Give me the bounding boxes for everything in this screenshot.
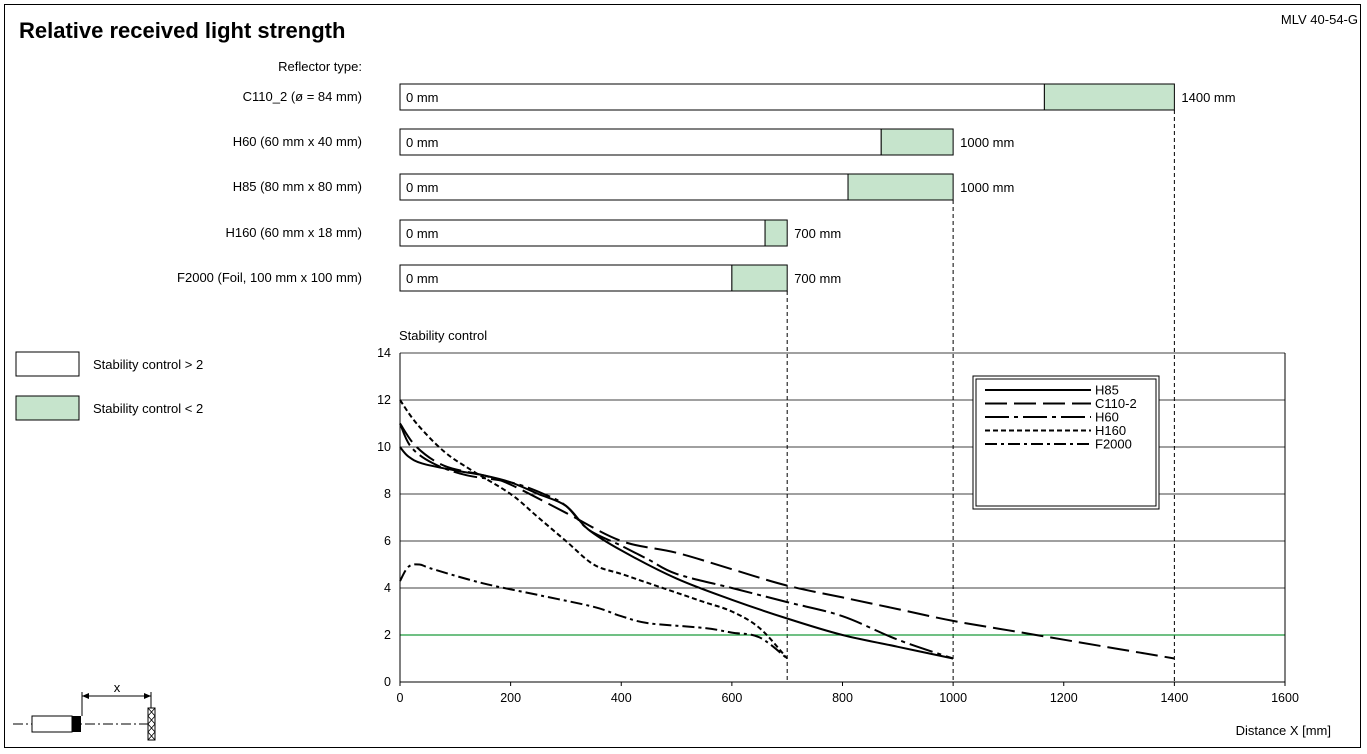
- distance-label: x: [114, 680, 121, 695]
- bar-0-end-label: 1400 mm: [1181, 90, 1235, 105]
- y-axis-label: Stability control: [399, 328, 487, 343]
- y-tick-label-14: 14: [377, 346, 391, 360]
- y-tick-label-12: 12: [377, 393, 391, 407]
- x-tick-label-1600: 1600: [1271, 691, 1299, 705]
- model-label: MLV 40-54-G: [1281, 12, 1358, 27]
- y-tick-label-10: 10: [377, 440, 391, 454]
- y-tick-label-2: 2: [384, 628, 391, 642]
- x-tick-label-600: 600: [721, 691, 742, 705]
- legend-label-h85: H85: [1095, 383, 1119, 398]
- bar-2-stable-segment: [399, 173, 849, 201]
- bar-0-stable-segment: [399, 83, 1045, 111]
- legend-swatch-unstable: [15, 395, 80, 421]
- bar-0-unstable-segment: [1043, 83, 1175, 111]
- x-tick-label-0: 0: [397, 691, 404, 705]
- reflector-symbol: [147, 707, 156, 741]
- legend-label-stable: Stability control > 2: [93, 357, 203, 372]
- bar-4-start-label: 0 mm: [406, 271, 439, 286]
- bar-3-unstable-segment: [764, 219, 788, 247]
- bar-0-reflector-label: C110_2 (ø = 84 mm): [243, 89, 362, 104]
- y-tick-label-0: 0: [384, 675, 391, 689]
- reflector-header: Reflector type:: [278, 59, 362, 74]
- series-line-h60: [399, 423, 954, 660]
- x-tick-label-200: 200: [500, 691, 521, 705]
- plot-series: [399, 399, 1175, 660]
- bar-1-unstable-segment: [880, 128, 954, 156]
- bar-2-start-label: 0 mm: [406, 180, 439, 195]
- bar-1-stable-segment: [399, 128, 882, 156]
- series-line-c110-2: [399, 422, 1175, 660]
- x-tick-label-800: 800: [832, 691, 853, 705]
- x-tick-label-1200: 1200: [1050, 691, 1078, 705]
- legend-label-unstable: Stability control < 2: [93, 401, 203, 416]
- chart-svg: Relative received light strength MLV 40-…: [13, 12, 1358, 741]
- y-tick-label-4: 4: [384, 581, 391, 595]
- chart-panel: Relative received light strength MLV 40-…: [4, 4, 1361, 748]
- x-tick-label-400: 400: [611, 691, 632, 705]
- reflector-hatch: [147, 707, 156, 741]
- y-tick-label-8: 8: [384, 487, 391, 501]
- x-tick-label-1400: 1400: [1160, 691, 1188, 705]
- bar-4-unstable-segment: [731, 264, 788, 292]
- x-tick-label-1000: 1000: [939, 691, 967, 705]
- bar-2-unstable-segment: [847, 173, 954, 201]
- legend-box: [972, 375, 1160, 510]
- bar-4-reflector-label: F2000 (Foil, 100 mm x 100 mm): [177, 270, 362, 285]
- legend-label-f2000: F2000: [1095, 437, 1132, 452]
- bar-3-stable-segment: [399, 219, 766, 247]
- bar-4-end-label: 700 mm: [794, 271, 841, 286]
- side-legend: Stability control > 2 Stability control …: [15, 351, 203, 421]
- legend-label-h160: H160: [1095, 423, 1126, 438]
- y-tick-label-6: 6: [384, 534, 391, 548]
- legend-label-c110-2: C110-2: [1095, 396, 1137, 411]
- legend-box-inner: [975, 378, 1157, 507]
- series-line-h160: [399, 399, 788, 660]
- bar-1-reflector-label: H60 (60 mm x 40 mm): [233, 134, 362, 149]
- dimension-arrows: [82, 693, 151, 699]
- legend-label-h60: H60: [1095, 410, 1119, 425]
- range-bars: C110_2 (ø = 84 mm) 0 mm 1400 mm H60 (60 mm …: [177, 83, 1236, 292]
- sensor-lens: [72, 716, 81, 732]
- bar-2-reflector-label: H85 (80 mm x 80 mm): [233, 179, 362, 194]
- bar-3-reflector-label: H160 (60 mm x 18 mm): [225, 225, 362, 240]
- series-line-f2000: [399, 563, 788, 660]
- bar-2-end-label: 1000 mm: [960, 180, 1014, 195]
- plot-axes: 0 2 4 6 8 10 12 14 0 200 400 600 800 1000 1200 1400 1600: [377, 346, 1299, 705]
- bar-4-stable-segment: [399, 264, 733, 292]
- chart-title: Relative received light strength: [19, 18, 345, 43]
- bar-3-end-label: 700 mm: [794, 226, 841, 241]
- bar-0-start-label: 0 mm: [406, 90, 439, 105]
- bar-1-end-label: 1000 mm: [960, 135, 1014, 150]
- sensor-diagram: x: [13, 680, 156, 741]
- x-axis-label: Distance X [mm]: [1236, 723, 1331, 738]
- plot-grid: [400, 110, 1285, 682]
- sensor-body: [31, 715, 73, 733]
- bar-1-start-label: 0 mm: [406, 135, 439, 150]
- legend-swatch-stable: [15, 351, 80, 377]
- bar-3-start-label: 0 mm: [406, 226, 439, 241]
